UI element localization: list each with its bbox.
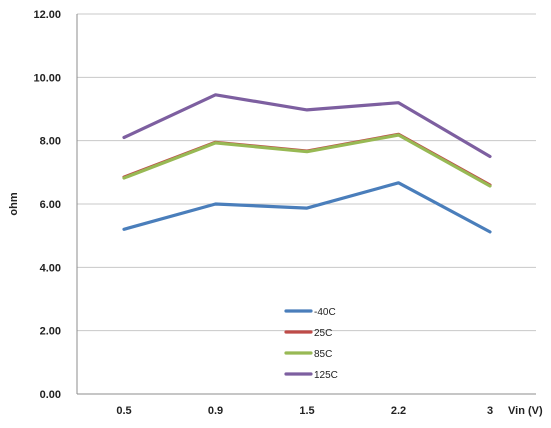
x-tick-label: 2.2 [391, 405, 406, 417]
y-axis-label: ohm [8, 192, 20, 215]
legend-label: 125C [314, 370, 338, 381]
legend-label: 25C [314, 328, 332, 339]
y-tick-labels: 0.00 2.00 4.00 6.00 8.00 10.00 12.00 [33, 9, 61, 401]
series-line-40C [122, 181, 492, 234]
x-tick-label: 0.5 [116, 405, 131, 417]
y-tick-label: 4.00 [40, 262, 61, 274]
series-lines [122, 93, 492, 234]
gridlines [77, 13, 536, 332]
y-tick-label: 8.00 [40, 136, 61, 148]
y-tick-label: 6.00 [40, 199, 61, 211]
x-tick-label: 1.5 [299, 405, 314, 417]
legend-label: -40C [314, 307, 336, 318]
y-tick-label: 0.00 [40, 389, 61, 401]
legend-label: 85C [314, 349, 332, 360]
x-axis-label: Vin (V) [508, 405, 543, 417]
y-tick-label: 12.00 [33, 9, 61, 21]
series-line-25C [122, 132, 492, 187]
x-tick-label: 3 [487, 405, 493, 417]
x-tick-labels: 0.5 0.9 1.5 2.2 3 [116, 405, 493, 417]
y-tick-label: 2.00 [40, 326, 61, 338]
x-tick-label: 0.9 [208, 405, 223, 417]
y-tick-label: 10.00 [33, 72, 61, 84]
legend: -40C 25C 85C 125C [284, 307, 338, 381]
axes [76, 14, 536, 395]
series-line-125C [122, 93, 492, 159]
series-line-85C [122, 133, 492, 188]
